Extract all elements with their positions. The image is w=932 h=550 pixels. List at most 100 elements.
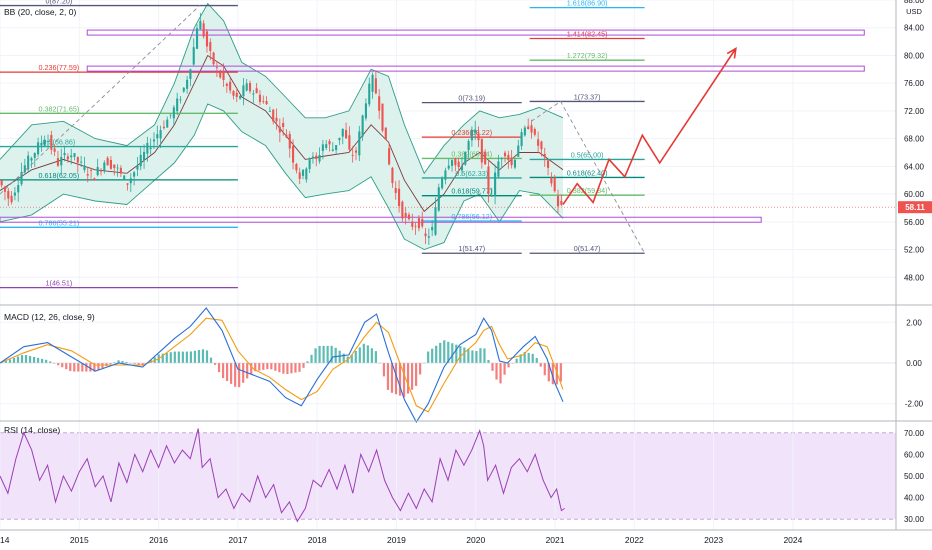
candle-body: [30, 158, 33, 161]
candle-body: [556, 195, 560, 207]
candle-body: [53, 148, 56, 152]
macd-histogram-bar: [459, 346, 462, 363]
fib-level-label: 0.618(59.77): [451, 187, 492, 196]
candle-body: [447, 165, 450, 169]
candle-body: [374, 78, 377, 94]
dashed-trendline: [531, 100, 645, 254]
bb-legend[interactable]: BB (20, close, 2, 0): [4, 7, 76, 17]
candle-body: [437, 187, 440, 211]
resistance-zone: [86, 29, 865, 36]
candle-body: [345, 130, 348, 139]
fib-level-label: 0.5(65.00): [571, 150, 604, 159]
candle-body: [119, 167, 122, 174]
candle-body: [176, 98, 179, 112]
y-tick-label: 76.00: [904, 79, 925, 88]
macd-histogram-bar: [318, 345, 321, 363]
fib-level-label: 0(87.20): [46, 0, 73, 6]
macd-histogram-bar: [431, 348, 434, 363]
candle-body: [272, 109, 275, 122]
macd-histogram-bar: [49, 361, 52, 363]
candle-body: [248, 82, 252, 92]
candle-body: [222, 71, 225, 80]
macd-legend[interactable]: MACD (12, 26, close, 9): [4, 312, 95, 322]
macd-histogram-bar: [483, 348, 486, 363]
macd-histogram-bar: [117, 360, 120, 363]
candle-body: [517, 145, 520, 157]
candle-body: [96, 166, 99, 176]
candle-body: [553, 177, 556, 192]
candle-body: [388, 148, 391, 165]
macd-histogram-bar: [181, 351, 184, 363]
candle-body: [212, 52, 215, 65]
candle-body: [484, 151, 487, 165]
macd-histogram-bar: [547, 363, 550, 382]
candle-body: [354, 150, 358, 153]
macd-histogram-bar: [230, 363, 233, 384]
macd-histogram-bar: [278, 363, 281, 373]
macd-histogram-bar: [197, 350, 201, 363]
macd-histogram-bar: [294, 363, 297, 373]
candle-body: [550, 177, 553, 184]
candle-body: [543, 153, 546, 158]
candle-body: [27, 155, 30, 170]
rsi-legend[interactable]: RSI (14, close): [4, 425, 60, 435]
x-tick-label: 2015: [70, 535, 89, 545]
projection-arrowhead: [726, 46, 737, 59]
candle-body: [497, 161, 500, 177]
candle-body: [7, 190, 10, 199]
macd-histogram-bar: [531, 353, 534, 363]
macd-histogram-bar: [93, 363, 96, 372]
candle-body: [394, 188, 397, 193]
candle-body: [192, 47, 195, 65]
candle-body: [46, 141, 50, 142]
candle-body: [523, 127, 526, 136]
candle-body: [50, 135, 53, 150]
macd-histogram-bar: [201, 349, 205, 363]
macd-histogram-bar: [390, 363, 394, 393]
x-tick-label: 2022: [625, 535, 644, 545]
candle-body: [460, 165, 464, 171]
candle-body: [530, 125, 533, 133]
rsi-y-tick-label: 30.00: [904, 515, 925, 524]
candle-body: [318, 155, 321, 162]
candle-body: [189, 69, 192, 79]
y-tick-label: 68.00: [904, 135, 925, 144]
candle-body: [378, 96, 381, 111]
macd-histogram-bar: [326, 345, 329, 363]
candle-body: [305, 168, 308, 180]
macd-histogram-bar: [374, 351, 377, 363]
candle-body: [510, 157, 513, 166]
candle-body: [195, 28, 199, 49]
macd-histogram-bar: [165, 352, 168, 363]
macd-histogram-bar: [463, 347, 466, 363]
macd-histogram-bar: [543, 363, 546, 376]
candle-body: [427, 236, 430, 238]
y-tick-label: 48.00: [904, 273, 925, 282]
candle-body: [182, 87, 185, 92]
macd-histogram-bar: [77, 363, 80, 372]
candle-body: [239, 96, 242, 99]
macd-histogram-bar: [527, 352, 530, 363]
candle-body: [487, 166, 490, 194]
macd-histogram-bar: [410, 363, 414, 390]
candle-body: [229, 81, 232, 91]
y-tick-label: 88.00: [904, 0, 925, 5]
candle-body: [520, 132, 523, 147]
candle-body: [13, 192, 16, 196]
macd-histogram-bar: [471, 350, 474, 363]
macd-histogram-bar: [61, 363, 64, 368]
candle-body: [457, 161, 460, 167]
candle-body: [477, 133, 480, 141]
candle-body: [454, 158, 457, 166]
macd-y-tick-label: 2.00: [906, 318, 922, 327]
candle-body: [146, 142, 149, 154]
candle-body: [149, 147, 152, 150]
candle-body: [404, 212, 407, 217]
macd-histogram-bar: [282, 363, 285, 374]
macd-histogram-bar: [322, 345, 325, 363]
rsi-line: [0, 428, 565, 523]
candle-body: [116, 167, 119, 169]
x-tick-label: 2018: [308, 535, 327, 545]
candle-body: [202, 23, 205, 37]
